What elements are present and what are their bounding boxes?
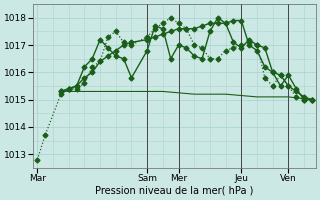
X-axis label: Pression niveau de la mer( hPa ): Pression niveau de la mer( hPa ) (95, 186, 254, 196)
